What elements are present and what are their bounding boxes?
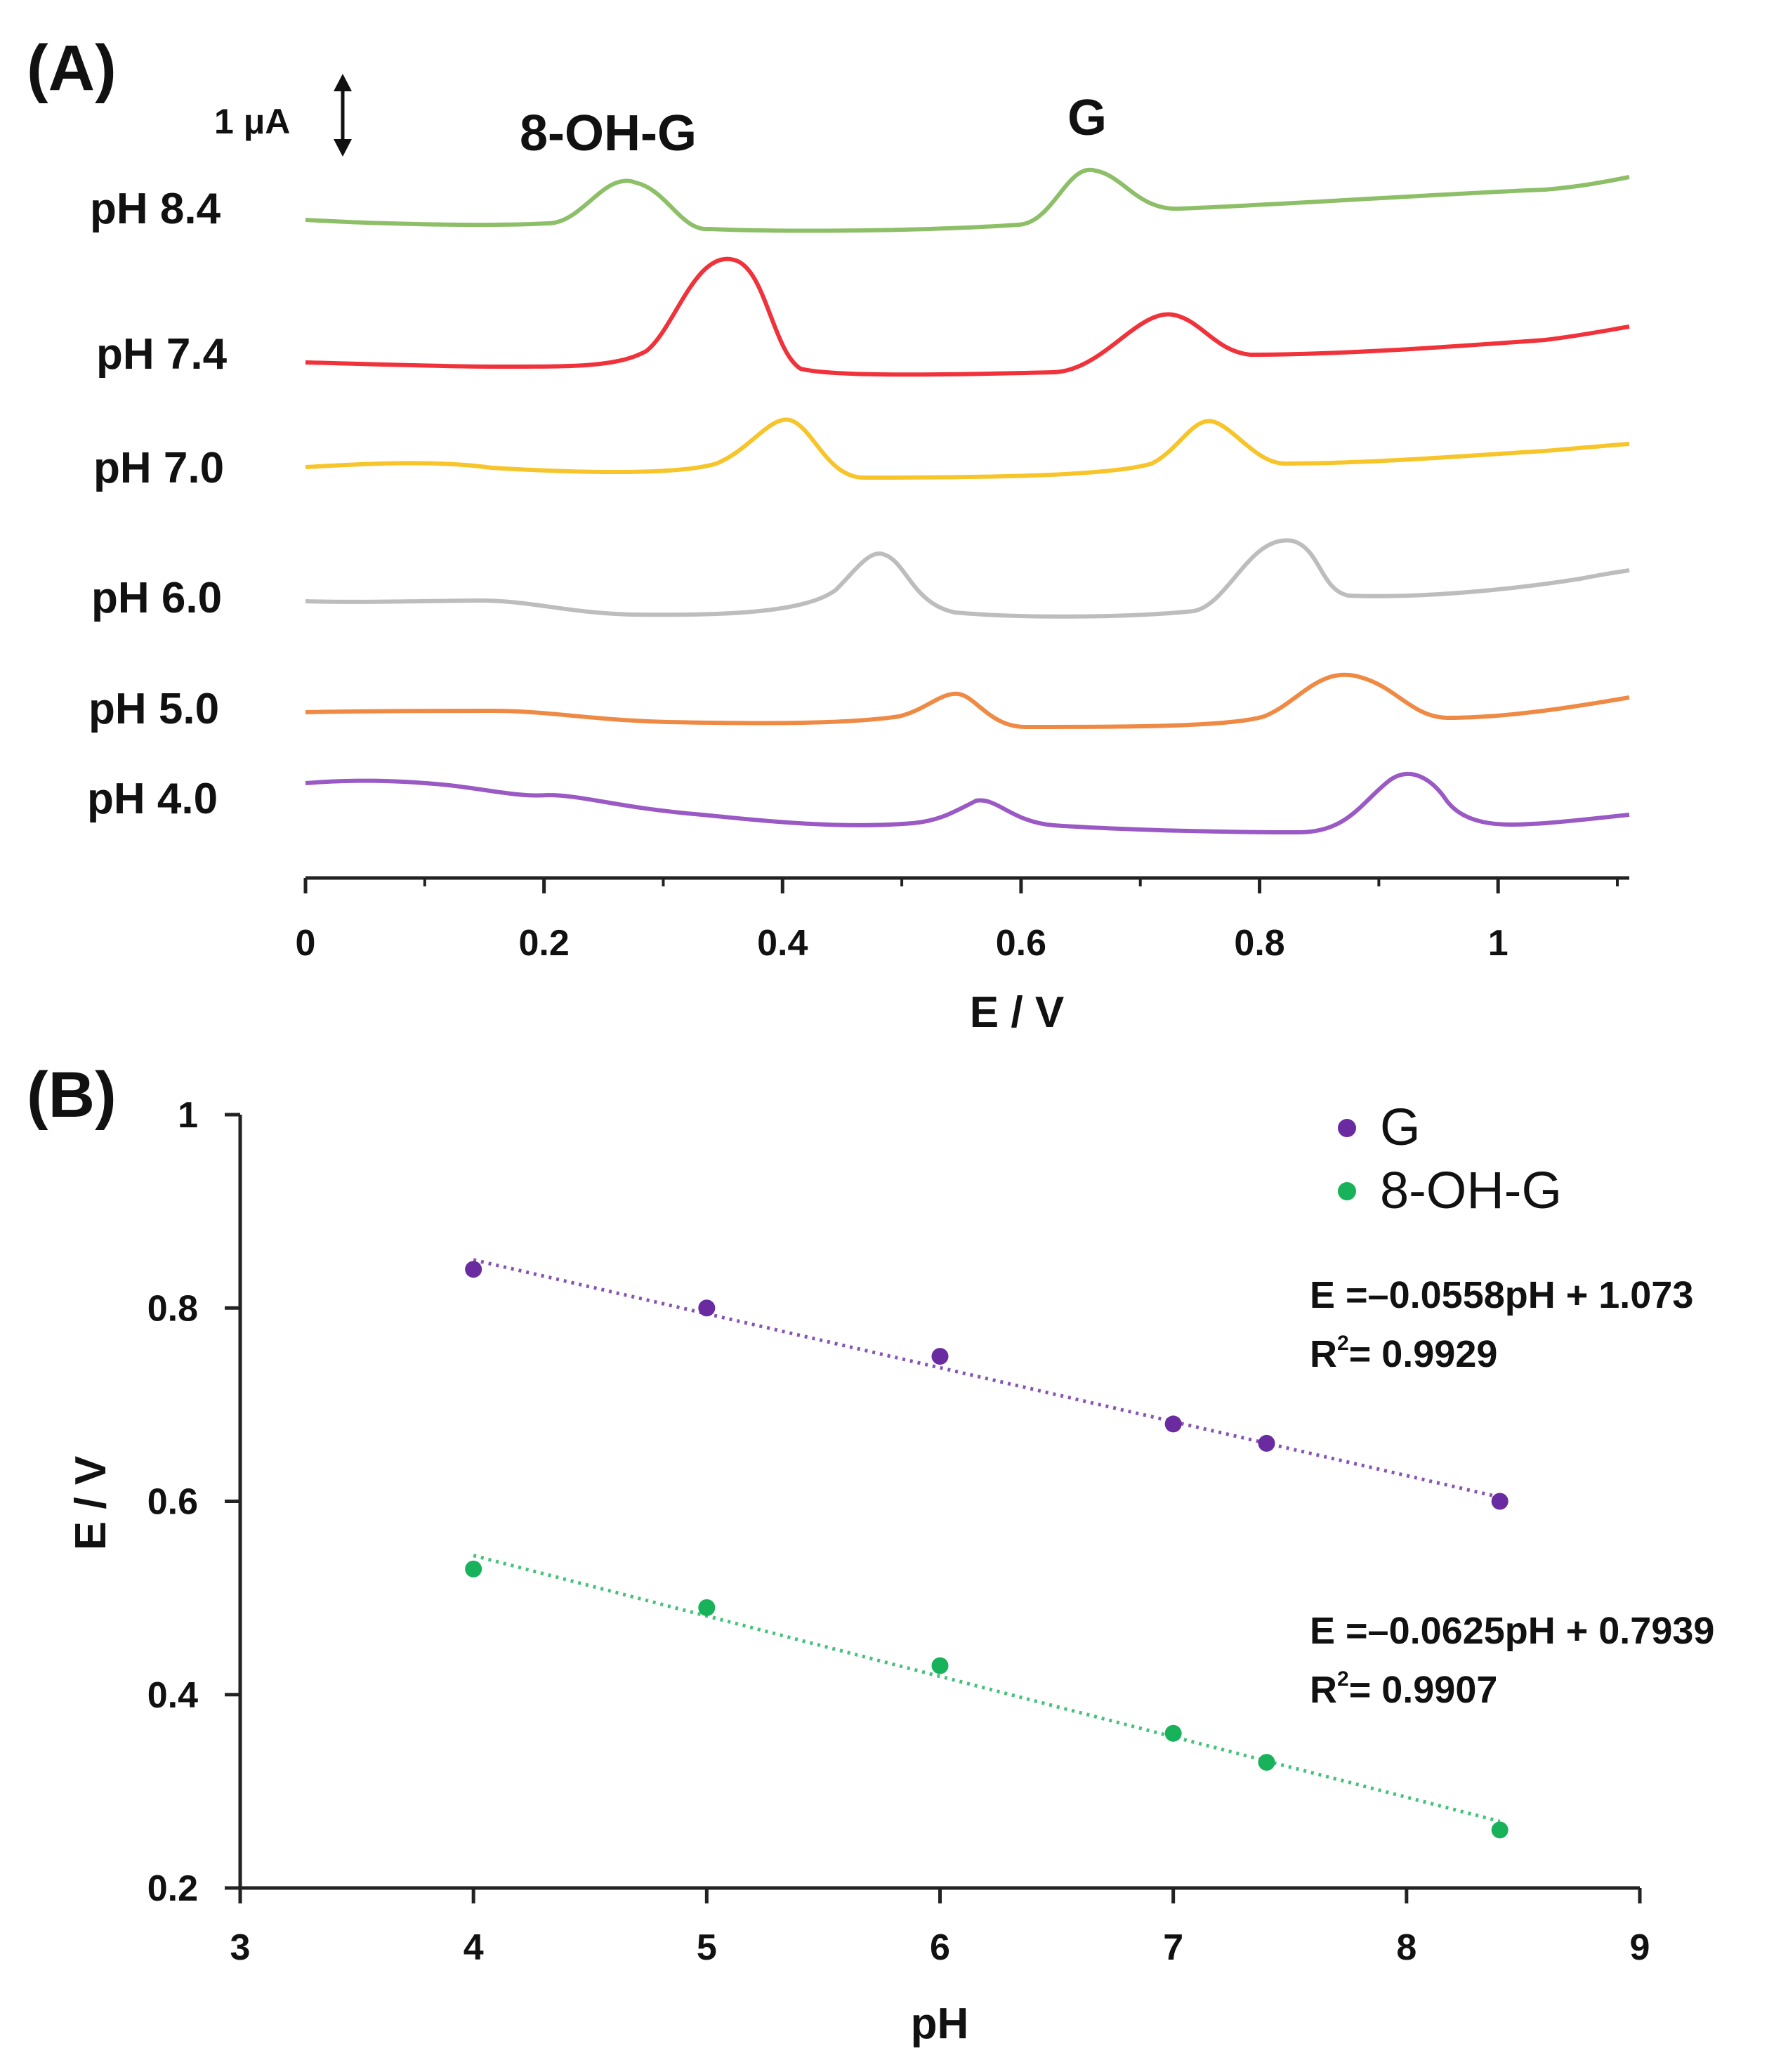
x-tick-label-b: 4	[464, 1927, 484, 1968]
x-tick-label-a: 0.2	[518, 923, 569, 964]
trace-ph60	[305, 538, 1630, 619]
x-ticks-b: 3 4 5 6 7 8 9	[230, 1888, 1650, 1968]
r2-prefix-g: R	[1310, 1333, 1337, 1375]
y-tick-label-b: 0.6	[147, 1482, 198, 1523]
x-ticks-a: 0 0.2 0.4 0.6 0.8 1	[296, 878, 1619, 964]
equation-g: E =–0.0558pH + 1.073	[1310, 1274, 1693, 1316]
panel-b-label: (B)	[27, 1059, 117, 1131]
y-tick-label-b: 0.2	[147, 1868, 198, 1909]
scale-bar-label: 1 μA	[214, 102, 290, 141]
x-tick-label-b: 3	[230, 1927, 251, 1968]
x-tick-label-b: 6	[930, 1927, 950, 1968]
r2-value-g: = 0.9929	[1349, 1333, 1498, 1375]
data-point-8ohg	[698, 1599, 716, 1616]
panel-a-label: (A)	[27, 32, 117, 104]
trace-label-ph60: pH 6.0	[91, 574, 222, 622]
data-point-8ohg	[1491, 1821, 1508, 1839]
data-point-g	[1258, 1434, 1275, 1452]
data-point-g	[1491, 1493, 1508, 1510]
trace-ph70	[305, 417, 1630, 480]
x-tick-label-a: 1	[1488, 923, 1508, 964]
r2-exp-g: 2	[1337, 1332, 1349, 1355]
data-point-g	[931, 1348, 949, 1365]
trace-ph84	[305, 167, 1630, 233]
x-tick-label-a: 0	[296, 923, 316, 964]
x-tick-label-b: 5	[697, 1927, 717, 1968]
data-point-8ohg	[931, 1657, 949, 1674]
peak-label-8ohg: 8-OH-G	[520, 105, 697, 162]
y-tick-label-b: 0.8	[147, 1288, 198, 1329]
trace-ph74	[305, 256, 1630, 377]
x-tick-label-b: 9	[1630, 1927, 1650, 1968]
data-point-g	[1164, 1415, 1182, 1433]
x-tick-label-a: 0.8	[1234, 923, 1284, 964]
x-axis-title-b: pH	[911, 2000, 969, 2048]
panel-b: (B) 3 4 5 6 7 8 9 0.2 0.4 0.6 0.8 1 pH E / V G 8-O…	[27, 1059, 1714, 2048]
x-tick-label-b: 7	[1163, 1927, 1183, 1968]
trace-ph50	[305, 672, 1630, 730]
data-point-g	[465, 1261, 482, 1278]
legend-marker-g	[1338, 1119, 1356, 1137]
legend: G 8-OH-G	[1338, 1098, 1562, 1219]
panel-a: (A) 1 μA 8-OH-G G pH 8.4 pH 7.4 pH 7.0 p…	[27, 32, 1630, 1037]
r2-value-8ohg: = 0.9907	[1349, 1669, 1498, 1711]
y-tick-label-b: 1	[178, 1095, 198, 1136]
equation-8ohg: E =–0.0625pH + 0.7939	[1310, 1610, 1714, 1652]
trace-label-ph74: pH 7.4	[96, 330, 228, 379]
trace-label-ph70: pH 7.0	[93, 444, 224, 492]
r2-exp-8ohg: 2	[1337, 1667, 1349, 1691]
x-tick-label-a: 0.6	[996, 923, 1046, 964]
y-axis-title-b: E / V	[67, 1456, 115, 1550]
peak-label-g: G	[1067, 90, 1107, 146]
r2-g: R2= 0.9929	[1310, 1332, 1497, 1375]
trace-label-ph84: pH 8.4	[90, 185, 221, 233]
legend-label-g: G	[1380, 1098, 1421, 1156]
data-point-g	[698, 1299, 716, 1317]
r2-8ohg: R2= 0.9907	[1310, 1667, 1497, 1711]
trace-label-ph50: pH 5.0	[88, 685, 219, 733]
data-points	[465, 1261, 1508, 1839]
y-tick-label-b: 0.4	[147, 1675, 198, 1716]
trace-ph40	[305, 771, 1630, 835]
data-point-8ohg	[1164, 1724, 1182, 1742]
trendlines	[473, 1258, 1501, 1823]
trace-label-ph40: pH 4.0	[87, 775, 218, 823]
data-point-8ohg	[1258, 1754, 1275, 1771]
x-axis-title-a: E / V	[970, 988, 1064, 1037]
y-ticks-b: 0.2 0.4 0.6 0.8 1	[147, 1095, 240, 1909]
legend-label-8ohg: 8-OH-G	[1380, 1161, 1562, 1219]
data-point-8ohg	[465, 1560, 482, 1578]
r2-prefix-8ohg: R	[1310, 1669, 1337, 1711]
x-tick-label-a: 0.4	[757, 923, 808, 964]
scale-bar-arrow-icon	[334, 74, 352, 157]
trendline-g	[473, 1258, 1501, 1500]
x-tick-label-b: 8	[1396, 1927, 1416, 1968]
legend-marker-8ohg	[1338, 1182, 1356, 1200]
